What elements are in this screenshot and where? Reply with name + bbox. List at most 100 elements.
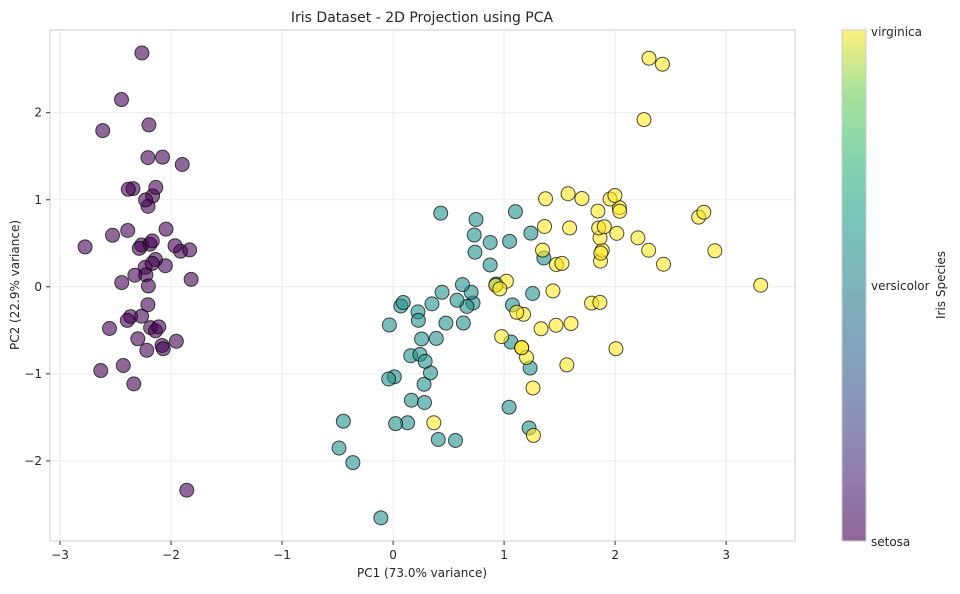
data-point-virginica [590, 203, 606, 219]
x-tick-label: −3 [51, 548, 69, 562]
y-tick-label: −2 [24, 454, 42, 468]
data-point-versicolor [502, 233, 518, 249]
data-point-versicolor [447, 432, 463, 448]
data-point-setosa [134, 45, 150, 61]
data-point-setosa [182, 242, 198, 258]
data-point-versicolor [416, 376, 432, 392]
data-point-setosa [155, 341, 171, 357]
data-point-versicolor [373, 510, 389, 526]
data-point-virginica [696, 204, 712, 220]
data-point-virginica [525, 380, 541, 396]
data-point-setosa [93, 363, 109, 379]
y-tick-label: 2 [34, 106, 42, 120]
y-tick-label: 0 [34, 280, 42, 294]
data-point-versicolor [523, 225, 539, 241]
data-point-versicolor [428, 330, 444, 346]
data-point-virginica [609, 225, 625, 241]
data-point-setosa [105, 227, 121, 243]
data-point-virginica [607, 187, 623, 203]
data-point-versicolor [414, 331, 430, 347]
data-point-virginica [574, 191, 590, 207]
data-point-setosa [158, 221, 174, 237]
colorbar-gradient [842, 30, 866, 541]
x-tick-label: −1 [273, 548, 291, 562]
data-point-setosa [179, 482, 195, 498]
data-point-versicolor [454, 277, 470, 293]
data-point-virginica [426, 415, 442, 431]
chart-title: Iris Dataset - 2D Projection using PCA [291, 10, 554, 26]
data-point-virginica [545, 283, 561, 299]
data-point-setosa [138, 192, 154, 208]
data-point-versicolor [403, 392, 419, 408]
data-point-setosa [174, 156, 190, 172]
data-point-setosa [140, 297, 156, 313]
data-point-virginica [554, 255, 570, 271]
data-point-versicolor [345, 455, 361, 471]
y-tick-label: 1 [34, 193, 42, 207]
data-point-setosa [139, 342, 155, 358]
data-point-setosa [183, 271, 199, 287]
data-point-setosa [141, 117, 157, 133]
data-point-versicolor [331, 440, 347, 456]
data-point-virginica [533, 321, 549, 337]
x-axis-label: PC1 (73.0% variance) [357, 566, 487, 580]
data-point-virginica [563, 316, 579, 332]
x-tick-label: 2 [611, 548, 619, 562]
data-point-versicolor [416, 394, 432, 410]
data-point-setosa [102, 321, 118, 337]
data-point-setosa [148, 179, 164, 195]
data-point-virginica [559, 357, 575, 373]
data-point-versicolor [501, 399, 517, 415]
data-point-virginica [707, 243, 723, 259]
data-point-versicolor [381, 371, 397, 387]
data-point-setosa [77, 239, 93, 255]
data-point-setosa [120, 222, 136, 238]
data-point-versicolor [466, 227, 482, 243]
data-point-setosa [155, 149, 171, 165]
data-point-setosa [126, 376, 142, 392]
data-point-virginica [494, 329, 510, 345]
data-point-versicolor [482, 257, 498, 273]
grid-lines [50, 30, 795, 541]
data-point-versicolor [388, 416, 404, 432]
colorbar-label: Iris Species [934, 251, 948, 319]
data-point-virginica [525, 427, 541, 443]
data-point-virginica [596, 219, 612, 235]
x-tick-label: 3 [722, 548, 730, 562]
x-tick-label: 1 [500, 548, 508, 562]
colorbar-tick-virginica: virginica [871, 25, 922, 39]
data-point-versicolor [417, 353, 433, 369]
data-point-versicolor [424, 296, 440, 312]
data-point-setosa [114, 92, 130, 108]
data-point-versicolor [395, 295, 411, 311]
colorbar-tick-setosa: setosa [871, 535, 910, 549]
data-point-virginica [509, 304, 525, 320]
data-points [77, 45, 769, 526]
data-point-setosa [130, 331, 146, 347]
data-point-versicolor [430, 431, 446, 447]
data-point-setosa [119, 312, 135, 328]
data-point-virginica [538, 191, 554, 207]
data-point-setosa [134, 308, 150, 324]
data-point-setosa [167, 238, 183, 254]
data-point-setosa [95, 123, 111, 139]
data-point-virginica [654, 56, 670, 72]
data-point-virginica [537, 218, 553, 234]
data-point-versicolor [433, 205, 449, 221]
data-point-virginica [630, 230, 646, 246]
data-point-virginica [753, 277, 769, 293]
data-point-setosa [114, 275, 130, 291]
data-point-versicolor [434, 284, 450, 300]
data-point-setosa [115, 358, 131, 374]
data-point-setosa [144, 255, 160, 271]
x-tick-label: −2 [162, 548, 180, 562]
y-tick-label: −1 [24, 367, 42, 381]
data-point-virginica [612, 203, 628, 219]
data-point-virginica [608, 341, 624, 357]
data-point-versicolor [468, 212, 484, 228]
y-axis-label: PC2 (22.9% variance) [8, 220, 22, 350]
data-point-virginica [656, 256, 672, 272]
data-point-setosa [131, 240, 147, 256]
x-tick-label: 0 [389, 548, 397, 562]
colorbar: virginica versicolor setosa Iris Species [841, 25, 948, 549]
